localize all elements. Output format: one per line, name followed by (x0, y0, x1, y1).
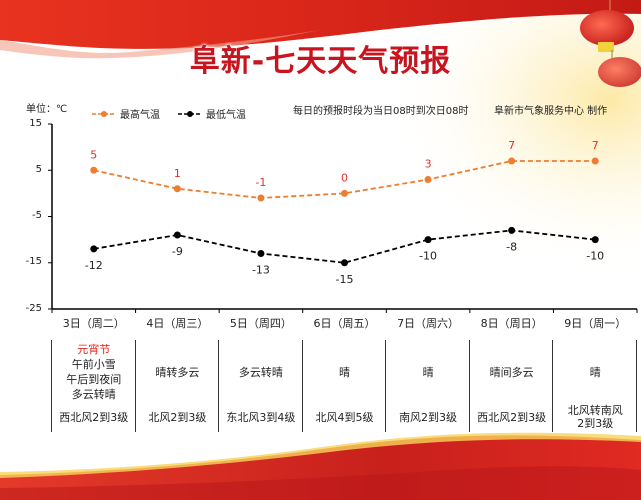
table-divider (468, 340, 470, 432)
wind-line: 东北风3到4级 (226, 410, 296, 424)
weather-line: 晴 (589, 365, 601, 379)
wind-line: 北风4到5级 (315, 410, 374, 424)
festival-label: 元宵节 (77, 343, 111, 356)
weather-description: 晴转多云 (136, 340, 220, 404)
table-divider (51, 340, 52, 432)
legend-high-label: 最高气温 (120, 110, 160, 121)
credit-text: 阜新市气象服务中心 制作 (494, 106, 608, 117)
svg-text:5: 5 (90, 148, 97, 161)
legend-low-marker-icon (178, 110, 202, 117)
svg-text:-13: -13 (252, 264, 270, 277)
chart-data-labels: 51-1 037 7-12-9-13-15-10-8-10 (85, 139, 604, 286)
legend-high: 最高气温 (92, 106, 160, 121)
chart-series (90, 157, 599, 267)
x-category-label: 5日（周四） (229, 317, 292, 330)
table-divider (218, 340, 220, 432)
table-divider (134, 340, 136, 432)
wind-description: 西北风2到3级 (470, 404, 554, 430)
weather-line: 晴 (338, 365, 350, 379)
wind-description: 南风2到3级 (386, 404, 470, 430)
svg-text:-10: -10 (586, 250, 604, 263)
forecast-cell: 晴南风2到3级 (386, 340, 470, 432)
wind-description: 北风4到5级 (303, 404, 387, 430)
weather-line: 晴转多云 (155, 365, 200, 379)
chart-axes (48, 123, 638, 313)
weather-description: 多云转晴 (219, 340, 303, 404)
y-tick-label: 15 (29, 118, 42, 129)
weather-line: 晴间多云 (489, 365, 534, 379)
svg-text:-15: -15 (336, 273, 354, 286)
table-divider (385, 340, 387, 432)
unit-label: 单位：℃ (26, 104, 68, 115)
weather-description: 晴 (386, 340, 470, 404)
svg-text:7: 7 (592, 139, 599, 152)
wind-description: 北风转南风 2到3级 (553, 404, 637, 430)
legend-low-label: 最低气温 (206, 110, 246, 121)
forecast-cell: 多云转晴东北风3到4级 (219, 340, 303, 432)
weather-description: 晴 (303, 340, 387, 404)
y-tick-label: 5 (35, 164, 42, 175)
wind-line: 北风2到3级 (148, 410, 207, 424)
weather-description: 晴 (553, 340, 637, 404)
wind-line: 南风2到3级 (399, 410, 458, 424)
x-category-label: 4日（周三） (146, 317, 209, 330)
weather-description: 晴间多云 (470, 340, 554, 404)
weather-description: 元宵节午前小雪午后到夜间多云转晴 (52, 340, 136, 404)
wind-description: 西北风2到3级 (52, 404, 136, 430)
table-divider (552, 340, 554, 432)
temperature-line-chart: 51-1 037 7-12-9-13-15-10-8-10 (48, 123, 638, 313)
wind-line: 西北风2到3级 (59, 410, 129, 424)
x-category-label: 9日（周一） (564, 317, 627, 330)
forecast-cell: 晴北风4到5级 (303, 340, 387, 432)
weather-line: 多云转晴 (71, 388, 116, 401)
svg-text:-8: -8 (506, 240, 517, 253)
forecast-cell: 晴转多云北风2到3级 (136, 340, 220, 432)
weather-line: 晴 (422, 365, 434, 379)
svg-text:-9: -9 (172, 245, 183, 258)
forecast-cell: 晴北风转南风 2到3级 (553, 340, 637, 432)
wind-line: 西北风2到3级 (477, 410, 547, 424)
lantern-decoration-icon (580, 0, 641, 87)
forecast-cell: 元宵节午前小雪午后到夜间多云转晴西北风2到3级 (52, 340, 136, 432)
svg-text:0: 0 (341, 171, 348, 184)
x-category-label: 8日（周日） (480, 317, 543, 330)
forecast-period-note: 每日的预报时段为当日08时到次日08时 (293, 106, 469, 117)
wind-line: 2到3级 (577, 417, 614, 430)
y-tick-label: -15 (25, 256, 42, 267)
y-tick-label: -5 (32, 210, 42, 221)
svg-text:-1: -1 (255, 176, 266, 189)
weather-line: 多云转晴 (238, 365, 283, 379)
svg-text:-10: -10 (419, 250, 437, 263)
x-category-label: 3日（周二） (62, 317, 125, 330)
wind-line: 北风转南风 (567, 404, 623, 417)
svg-text:-12: -12 (85, 259, 103, 272)
svg-text:3: 3 (425, 158, 432, 171)
x-category-label: 6日（周五） (313, 317, 376, 330)
table-divider (636, 340, 637, 432)
svg-text:1: 1 (174, 167, 181, 180)
wind-description: 北风2到3级 (136, 404, 220, 430)
forecast-cell: 晴间多云西北风2到3级 (470, 340, 554, 432)
svg-text:7: 7 (508, 139, 515, 152)
weather-line: 午前小雪 (71, 358, 116, 371)
weather-line: 午后到夜间 (66, 373, 122, 386)
table-divider (301, 340, 303, 432)
y-tick-label: -25 (25, 303, 42, 314)
wind-description: 东北风3到4级 (219, 404, 303, 430)
x-category-label: 7日（周六） (397, 317, 460, 330)
legend-high-marker-icon (92, 110, 116, 117)
page-title: 阜新-七天天气预报 (189, 44, 452, 79)
legend-low: 最低气温 (178, 106, 246, 121)
